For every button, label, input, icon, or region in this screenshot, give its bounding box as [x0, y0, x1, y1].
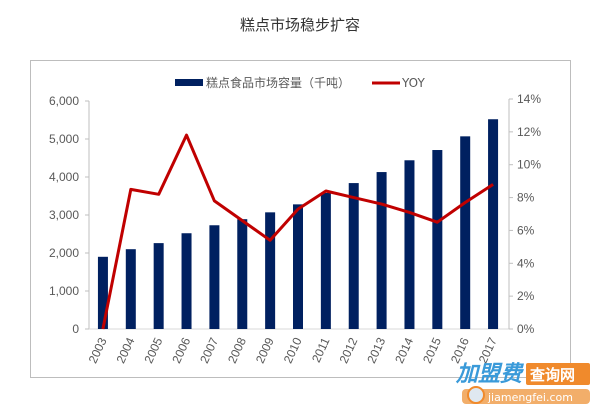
x-axis-label: 2011	[309, 335, 333, 365]
x-axis-label: 2004	[114, 335, 138, 365]
bar-2008	[237, 219, 248, 329]
chart-title: 糕点市场稳步扩容	[239, 16, 360, 34]
bar-2016	[460, 136, 471, 329]
bar-2017	[488, 119, 499, 330]
bar-2003	[97, 256, 108, 329]
legend-bar-label: 糕点食品市场容量（千吨）	[206, 75, 350, 90]
watermark-tag: 查询网	[530, 366, 575, 384]
bar-2014	[404, 160, 415, 329]
chart-frame	[30, 60, 571, 378]
x-axis-label: 2005	[141, 335, 165, 365]
bar-2004	[125, 249, 136, 329]
bar-2006	[181, 233, 192, 329]
legend-bar-swatch	[175, 79, 203, 86]
yoy-line-series	[101, 133, 494, 330]
watermark-brand: 加盟费	[455, 362, 524, 387]
right-axis-tick: 6%	[517, 223, 535, 237]
watermark-url: jiamengfei.com	[487, 391, 573, 404]
bar-series	[97, 119, 499, 330]
x-axis-label: 2006	[169, 335, 193, 365]
bar-2011	[320, 192, 331, 329]
bar-2015	[432, 150, 443, 329]
bar-2007	[209, 225, 220, 329]
bar-2009	[265, 212, 276, 329]
x-axis-label: 2014	[392, 335, 416, 365]
right-axis-tick: 4%	[517, 256, 535, 270]
magnifier-icon	[467, 386, 485, 404]
left-axis-tick: 0	[72, 322, 79, 336]
yoy-line	[101, 133, 494, 330]
bar-2005	[153, 243, 164, 329]
left-axis-tick: 1,000	[49, 284, 79, 298]
left-axis-tick: 4,000	[49, 170, 79, 184]
bar-2012	[348, 183, 359, 329]
left-axis-tick: 6,000	[49, 94, 79, 108]
x-axis-label: 2003	[86, 335, 110, 365]
right-axis-tick: 0%	[517, 322, 535, 336]
x-axis-label: 2015	[420, 335, 444, 365]
right-axis: 14% 12% 10% 8% 6% 4% 2% 0%	[508, 92, 541, 336]
right-axis-tick: 2%	[517, 289, 535, 303]
x-axis-label: 2010	[281, 335, 305, 365]
x-axis-label: 2013	[364, 335, 388, 365]
right-axis-tick: 12%	[517, 125, 541, 139]
left-axis-tick: 2,000	[49, 246, 79, 260]
right-axis-tick: 14%	[517, 92, 541, 106]
watermark: 加盟费 查询网 jiamengfei.com	[454, 355, 594, 405]
bar-2013	[376, 172, 387, 329]
x-axis-label: 2009	[253, 335, 277, 365]
legend-line-label: YOY	[401, 76, 425, 90]
left-axis-tick: 3,000	[49, 208, 79, 222]
left-axis-tick: 5,000	[49, 132, 79, 146]
x-axis-label: 2008	[225, 335, 249, 365]
x-axis-label: 2012	[336, 335, 360, 365]
bar-2010	[293, 204, 303, 329]
right-axis-tick: 8%	[517, 191, 535, 205]
legend: 糕点食品市场容量（千吨） YOY	[175, 75, 425, 90]
x-axis-labels: 2003 2004 2005 2006 2007 2008 2009 2010 2011 2012…	[86, 335, 500, 365]
right-axis-tick: 10%	[517, 158, 541, 172]
x-axis-label: 2007	[197, 335, 221, 365]
